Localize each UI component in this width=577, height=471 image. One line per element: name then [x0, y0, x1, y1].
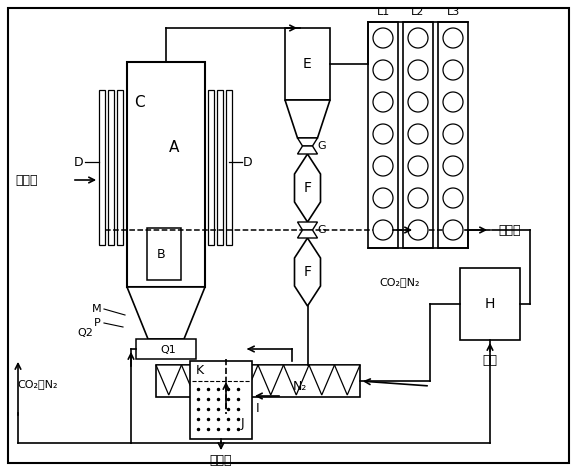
Bar [368, 22, 398, 248]
Text: Q2: Q2 [77, 328, 93, 338]
Circle shape [408, 92, 428, 112]
Circle shape [443, 188, 463, 208]
Text: G: G [317, 225, 326, 235]
Bar [156, 365, 360, 397]
Text: A: A [168, 140, 179, 155]
Text: 空气: 空气 [482, 354, 497, 366]
Polygon shape [156, 365, 182, 395]
Text: D: D [74, 155, 84, 169]
Text: CO₂、N₂: CO₂、N₂ [380, 277, 420, 287]
Circle shape [408, 220, 428, 240]
Text: F: F [304, 181, 312, 195]
Bar [460, 268, 520, 340]
Bar [208, 90, 214, 245]
Bar [221, 414, 231, 432]
Polygon shape [182, 365, 207, 395]
Circle shape [408, 28, 428, 48]
Circle shape [373, 188, 393, 208]
Text: L3: L3 [447, 7, 460, 17]
Bar [403, 22, 433, 248]
Circle shape [443, 60, 463, 80]
Text: 活性炭: 活性炭 [210, 455, 233, 468]
Text: L2: L2 [411, 7, 425, 17]
Text: E: E [303, 57, 312, 71]
Circle shape [408, 188, 428, 208]
Circle shape [408, 60, 428, 80]
Bar [117, 90, 123, 245]
Circle shape [443, 92, 463, 112]
Bar [99, 90, 105, 245]
Circle shape [373, 92, 393, 112]
Polygon shape [233, 365, 258, 395]
Text: C: C [134, 95, 144, 110]
Polygon shape [207, 365, 233, 395]
Text: N₂: N₂ [293, 381, 307, 393]
Text: F: F [304, 265, 312, 279]
Circle shape [443, 124, 463, 144]
Text: I: I [256, 403, 260, 415]
Bar [285, 28, 330, 100]
Circle shape [373, 220, 393, 240]
Text: B: B [156, 247, 165, 260]
Text: D: D [243, 155, 253, 169]
Polygon shape [298, 146, 317, 154]
Bar [108, 90, 114, 245]
Circle shape [443, 156, 463, 176]
Circle shape [373, 60, 393, 80]
Circle shape [408, 124, 428, 144]
Circle shape [373, 124, 393, 144]
Bar [226, 90, 232, 245]
Circle shape [443, 28, 463, 48]
Polygon shape [294, 154, 320, 222]
Polygon shape [309, 365, 335, 395]
Bar [438, 22, 468, 248]
Text: CO₂、N₂: CO₂、N₂ [18, 379, 58, 389]
Bar [190, 361, 252, 439]
Bar [136, 339, 196, 359]
Text: 生物油: 生物油 [499, 224, 521, 236]
Text: 生物质: 生物质 [16, 173, 38, 187]
Polygon shape [258, 365, 283, 395]
Circle shape [408, 156, 428, 176]
Polygon shape [127, 287, 205, 339]
Polygon shape [298, 222, 317, 230]
Text: L1: L1 [376, 7, 389, 17]
Polygon shape [294, 238, 320, 306]
Bar [127, 62, 205, 287]
Circle shape [373, 28, 393, 48]
Text: H: H [485, 297, 495, 311]
Text: K: K [196, 365, 204, 377]
Polygon shape [335, 365, 360, 395]
Bar [217, 90, 223, 245]
Polygon shape [298, 230, 317, 238]
Text: G: G [317, 141, 326, 151]
Text: Q1: Q1 [160, 345, 176, 355]
Polygon shape [283, 365, 309, 395]
Polygon shape [298, 138, 317, 146]
Circle shape [443, 220, 463, 240]
Bar [147, 228, 181, 280]
Text: J: J [240, 416, 244, 430]
Text: M: M [92, 304, 102, 314]
Circle shape [373, 156, 393, 176]
Polygon shape [285, 100, 330, 138]
Text: P: P [93, 318, 100, 328]
